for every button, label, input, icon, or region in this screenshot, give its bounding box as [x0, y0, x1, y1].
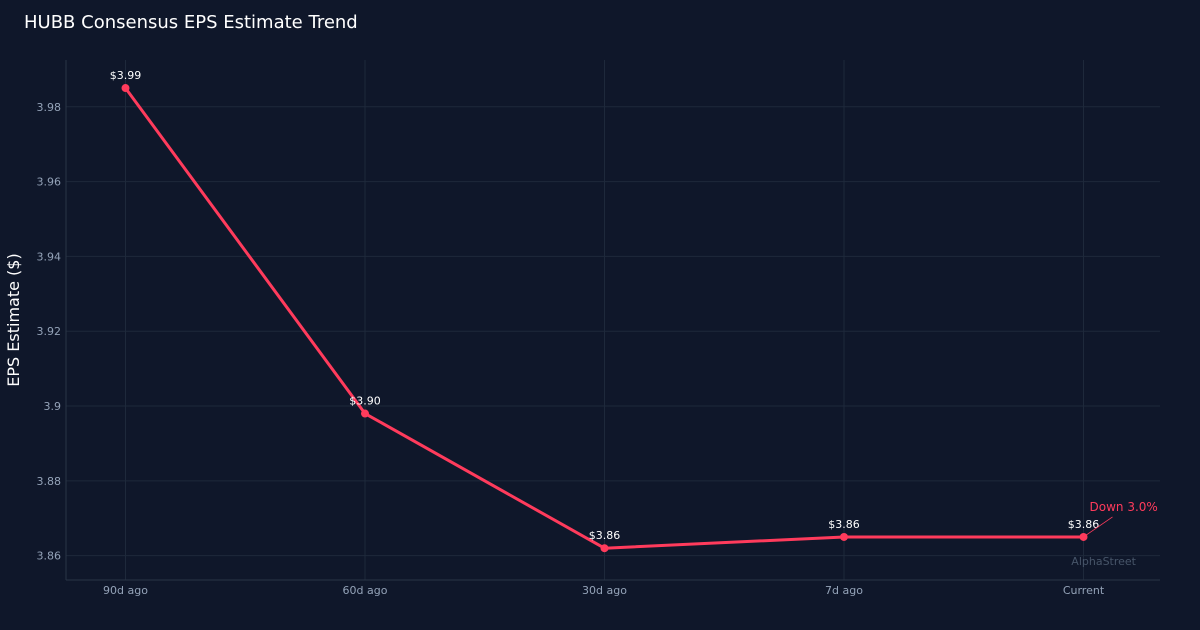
x-tick-label: 60d ago — [343, 584, 388, 597]
data-label: $3.86 — [589, 529, 621, 542]
annotation-label: Down 3.0% — [1090, 500, 1158, 514]
data-label: $3.86 — [828, 518, 860, 531]
y-tick-label: 3.94 — [37, 250, 62, 263]
data-point — [121, 84, 130, 93]
data-point — [600, 544, 609, 553]
data-label: $3.99 — [110, 69, 142, 82]
grid-layer — [66, 60, 1160, 580]
data-label: $3.90 — [349, 395, 381, 408]
x-tick-label: Current — [1063, 584, 1105, 597]
y-tick-label: 3.96 — [37, 176, 62, 189]
x-tick-label: 30d ago — [582, 584, 627, 597]
y-tick-label: 3.98 — [37, 101, 62, 114]
watermark-label: AlphaStreet — [1071, 555, 1136, 568]
y-tick-label: 3.86 — [37, 550, 62, 563]
series-layer — [121, 84, 1088, 553]
y-tick-label: 3.88 — [37, 475, 62, 488]
y-axis-label: EPS Estimate ($) — [4, 253, 23, 386]
axis-layer: 3.86 3.88 3.9 3.92 3.94 3.96 3.98 90d ago 60d ag… — [4, 60, 1160, 597]
data-point — [840, 532, 848, 541]
chart-title: HUBB Consensus EPS Estimate Trend — [24, 12, 358, 33]
annotation-pointer — [1083, 516, 1113, 538]
x-tick-label: 90d ago — [103, 584, 148, 597]
label-layer: $3.99 $3.90 $3.86 $3.86 $3.86 Down 3.0% AlphaS… — [110, 69, 1158, 568]
data-label: $3.86 — [1068, 518, 1100, 531]
y-tick-label: 3.9 — [44, 400, 62, 413]
data-point — [361, 409, 369, 418]
x-tick-label: 7d ago — [825, 584, 863, 597]
y-tick-label: 3.92 — [37, 325, 62, 338]
